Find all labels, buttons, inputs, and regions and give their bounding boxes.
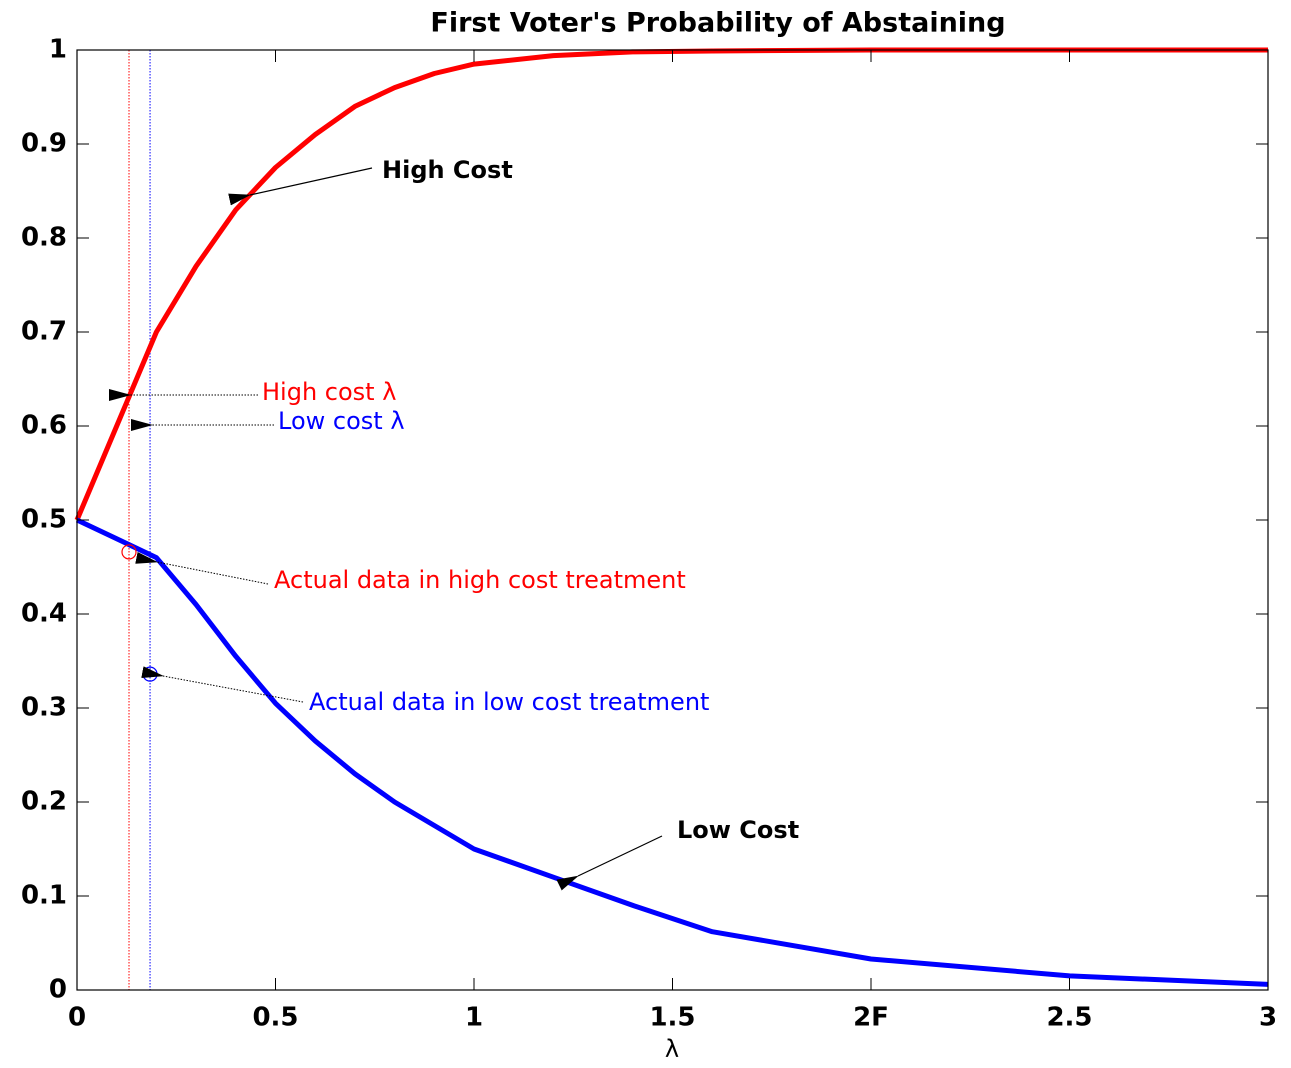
y-tick-label: 0.1 [21, 881, 67, 911]
x-tick-label: 3 [1259, 1003, 1277, 1033]
x-axis-label: λ [665, 1035, 679, 1063]
point-label: Actual data in high cost treatment [274, 566, 686, 594]
annotation-arrow [228, 167, 373, 206]
x-tick-label: 0 [68, 1003, 86, 1033]
x-tick-label: 2F [853, 1003, 889, 1033]
reference-label: High cost λ [262, 378, 396, 406]
x-tick-label: 2.5 [1046, 1003, 1092, 1033]
x-tick-label: 1 [465, 1003, 483, 1033]
y-tick-label: 0.2 [21, 787, 67, 817]
annotation-arrow [141, 666, 304, 703]
x-tick-label: 0.5 [252, 1003, 298, 1033]
y-tick-label: 0.3 [21, 693, 67, 723]
y-tick-label: 0.6 [21, 411, 67, 441]
chart-title: First Voter's Probability of Abstaining [430, 8, 1005, 39]
y-tick-label: 0.5 [21, 505, 67, 535]
y-tick-label: 0 [49, 975, 67, 1005]
series-label: Low Cost [677, 816, 799, 844]
x-tick-label: 1.5 [649, 1003, 695, 1033]
series-line [75, 517, 1269, 987]
y-tick-label: 1 [49, 35, 67, 65]
data-point [121, 544, 137, 560]
y-tick-label: 0.8 [21, 223, 67, 253]
annotation-arrow [135, 552, 269, 585]
reference-label: Low cost λ [278, 407, 405, 435]
series-label: High Cost [382, 156, 513, 184]
y-tick-label: 0.9 [21, 129, 67, 159]
annotation-arrow [556, 835, 663, 891]
y-tick-label: 0.7 [21, 317, 67, 347]
y-tick-label: 0.4 [21, 599, 67, 629]
point-label: Actual data in low cost treatment [309, 688, 709, 716]
series-line [74, 47, 1268, 521]
